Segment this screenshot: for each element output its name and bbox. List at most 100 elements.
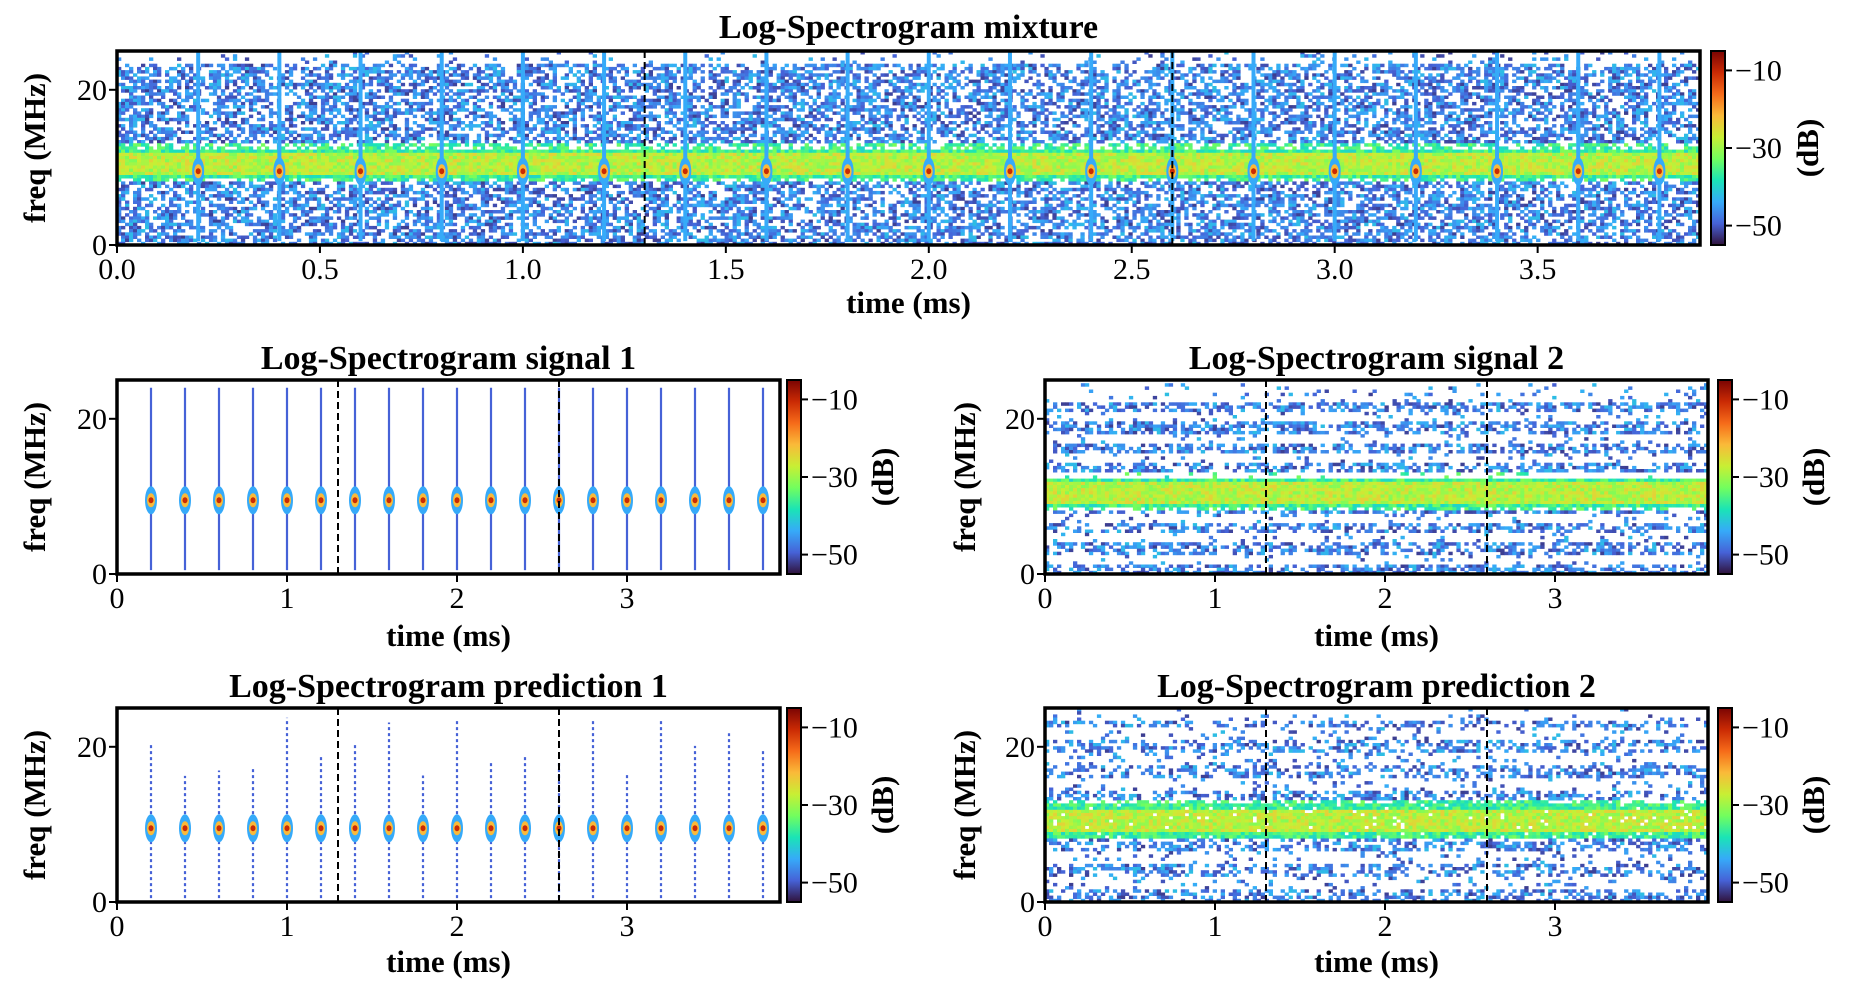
y-tick-label: 20 [1005,731,1035,764]
y-axis-label: freq (MHz) [17,402,52,552]
pulse-peak [284,825,290,832]
x-tick-label: 0 [110,582,125,615]
pulse-peak [250,825,256,832]
pulse-peak [276,168,282,175]
x-tick-label: 3 [620,582,635,615]
axes-frame [1043,378,1710,576]
pulse-peak [250,497,256,504]
pulse-peak [726,825,732,832]
colorbar-label: (dB) [1796,776,1831,835]
x-tick-label: 2 [450,910,465,943]
colorbar-tick-label: −10 [1735,54,1782,87]
colorbar-gradient [786,707,802,903]
x-tick-label: 3.0 [1316,253,1354,286]
colorbar-tick-label: −50 [1742,867,1789,900]
pulse-peak [1088,168,1094,175]
spectrogram-panel: 0 1 2 3 0 20 Log-Spectrogram signal 1 time (ms)… [17,340,900,653]
pulse-peak [520,168,526,175]
x-tick-label: 2 [450,582,465,615]
pulse-peak [556,825,562,832]
pulse-peak [926,168,932,175]
x-tick-label: 2.0 [910,253,948,286]
pulse-peak [682,168,688,175]
x-axis-label: time (ms) [386,944,511,979]
heatmap-image [145,717,769,899]
colorbar-tick-label: −30 [1742,461,1789,494]
x-tick-label: 1.5 [707,253,745,286]
colorbar-tick-label: −30 [1742,789,1789,822]
pulse-peak [522,825,528,832]
x-tick-label: 3 [1548,910,1563,943]
colorbar-gradient [1710,50,1726,246]
axes-frame [115,706,782,904]
colorbar-gradient [786,379,802,575]
x-axis-label: time (ms) [1314,944,1439,979]
spectrogram-panel: 0 1 2 3 0 20 Log-Spectrogram prediction 2 time … [947,668,1831,979]
pulse-peak [352,497,358,504]
y-axis-label: freq (MHz) [17,73,52,223]
pulse-peak [386,497,392,504]
pulse-peak [318,497,324,504]
x-tick-label: 0 [110,910,125,943]
colorbar-tick-label: −10 [811,711,858,744]
pulse-peak [1494,168,1500,175]
pulse-peak [522,497,528,504]
axes-frame [115,49,1702,247]
pulse-peak [658,825,664,832]
y-tick-label: 0 [92,886,107,919]
colorbar-tick-label: −10 [811,383,858,416]
colorbar-tick-label: −50 [1742,539,1789,572]
x-tick-label: 1.0 [504,253,542,286]
y-tick-label: 20 [77,731,107,764]
pulse-peak [1007,168,1013,175]
y-tick-label: 0 [92,229,107,262]
x-tick-label: 2.5 [1113,253,1151,286]
x-tick-label: 3 [620,910,635,943]
colorbar-tick-label: −30 [811,461,858,494]
pulse-peak [488,825,494,832]
axes-frame [1043,706,1710,904]
colorbar-tick-label: −10 [1742,383,1789,416]
panel-title: Log-Spectrogram mixture [719,9,1098,46]
colorbar-label: (dB) [1790,119,1825,178]
heatmap-image [117,51,1700,245]
pulse-peak [216,497,222,504]
x-tick-label: 3.5 [1519,253,1557,286]
colorbar: −10 −30 −50(dB) [786,707,900,903]
pulse-peak [590,825,596,832]
colorbar: −10 −30 −50(dB) [1717,707,1831,903]
x-tick-label: 0.0 [98,253,136,286]
pulse-peak [624,825,630,832]
pulse-peak [1575,168,1581,175]
colorbar-tick-label: −50 [1735,210,1782,243]
pulse-peak [318,825,324,832]
pulse-peak [454,497,460,504]
y-axis-label: freq (MHz) [947,402,982,552]
y-tick-label: 20 [1005,403,1035,436]
panel-title: Log-Spectrogram signal 2 [1189,340,1564,377]
panel-title: Log-Spectrogram prediction 1 [229,668,668,705]
pulse-peak [358,168,364,175]
pulse-peak [763,168,769,175]
y-tick-label: 0 [1020,558,1035,591]
pulse-peak [1656,168,1662,175]
pulse-peak [454,825,460,832]
pulse-peak [624,497,630,504]
pulse-peak [692,497,698,504]
pulse-peak [1169,168,1175,175]
colorbar-tick-label: −10 [1742,711,1789,744]
pulse-peak [726,497,732,504]
pulse-peak [195,168,201,175]
colorbar-gradient [1717,707,1733,903]
pulse-peak [760,497,766,504]
x-tick-label: 0 [1038,910,1053,943]
colorbar: −10 −30 −50(dB) [786,379,900,575]
y-axis-label: freq (MHz) [17,730,52,880]
spectrogram-panel: 0 1 2 3 0 20 Log-Spectrogram signal 2 time (ms)… [947,340,1831,653]
x-tick-label: 2 [1378,910,1393,943]
panel-title: Log-Spectrogram prediction 2 [1157,668,1596,705]
pulse-peak [284,497,290,504]
pulse-peak [420,825,426,832]
pulse-peak [845,168,851,175]
